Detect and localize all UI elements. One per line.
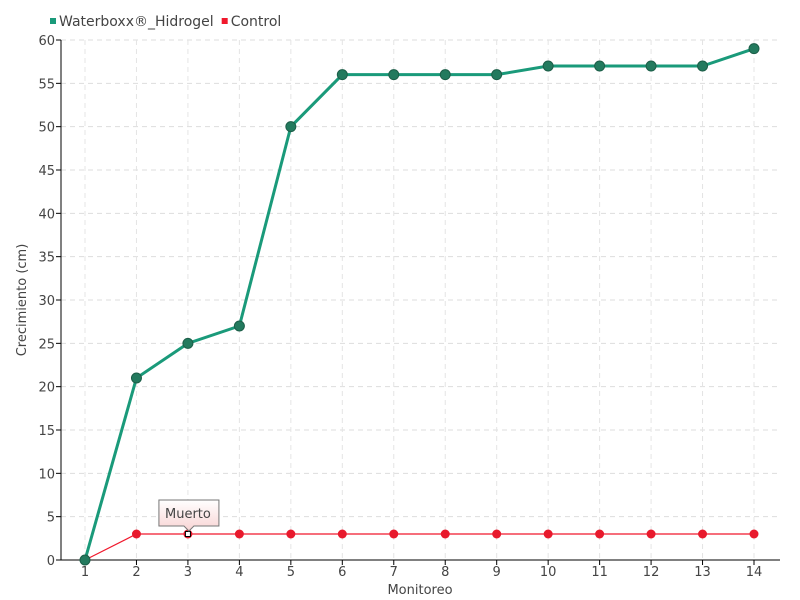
data-point [285,121,297,133]
grid [61,39,780,560]
data-point [542,60,554,72]
data-point [748,43,760,55]
series-layer [79,43,760,566]
y-tick-label: 55 [38,77,55,92]
data-point [749,529,759,539]
x-tick-label: 5 [287,565,295,580]
x-tick-label: 7 [390,565,398,580]
series-line-0 [83,47,755,561]
y-tick-label: 10 [38,467,55,482]
data-point [131,529,141,539]
y-tick-label: 60 [38,34,55,49]
legend-label-1[interactable]: Control [231,14,282,30]
x-tick-label: 12 [643,565,660,580]
data-point-highlight [184,531,191,537]
data-point [491,69,503,81]
data-point [234,529,244,539]
y-tick-label: 20 [38,381,55,396]
data-point [645,60,657,72]
y-axis-label: Crecimiento (cm) [15,244,30,357]
data-point [286,529,296,539]
legend: Waterboxx®_Hidrogel Control [50,14,281,30]
tooltip-text: Muerto [165,507,211,522]
data-point [440,529,450,539]
x-tick-label: 1 [81,565,89,580]
y-tick-label: 25 [38,337,55,352]
tooltip-box [158,499,220,532]
x-tick-label: 10 [540,565,557,580]
y-tick-label: 35 [38,251,55,266]
series-line-1 [84,533,754,561]
legend-label-0[interactable]: Waterboxx®_Hidrogel [59,14,214,30]
x-tick-label: 6 [338,565,346,580]
data-point [698,529,708,539]
y-tick-label: 40 [38,207,55,222]
x-axis-label: Monitoreo [387,583,452,598]
legend-swatch-1 [221,18,228,24]
x-tick-label: 4 [235,565,243,580]
tooltip: Muerto [158,499,220,532]
y-tick-label: 5 [47,511,55,526]
x-tick-label: 13 [694,565,711,580]
data-point [388,69,400,81]
data-point [79,554,91,566]
legend-swatch-0 [50,18,56,24]
y-tick-label: 15 [38,424,55,439]
data-point [595,529,605,539]
x-tick-label: 3 [184,565,192,580]
data-point [337,529,347,539]
x-tick-label: 9 [493,565,501,580]
x-tick-label: 14 [746,565,763,580]
data-point [697,60,709,72]
x-tick-label: 2 [132,565,140,580]
y-tick-label: 50 [38,121,55,136]
data-point [233,320,245,332]
data-point [336,69,348,81]
y-tick-label: 45 [38,164,55,179]
data-point [646,529,656,539]
data-point [182,337,194,349]
data-point [594,60,606,72]
x-tick-label: 11 [591,565,608,580]
data-point [439,69,451,81]
data-point [543,529,553,539]
data-point [130,372,142,384]
y-tick-label: 0 [47,554,55,569]
data-point [492,529,502,539]
y-tick-label: 30 [38,294,55,309]
data-point [389,529,399,539]
x-tick-label: 8 [441,565,449,580]
